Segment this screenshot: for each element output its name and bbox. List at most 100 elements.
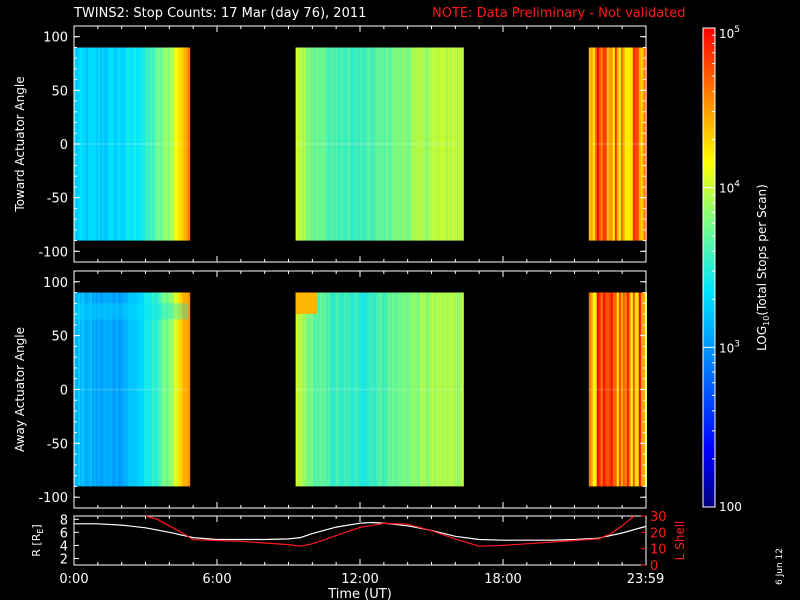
heatmap-column bbox=[86, 47, 89, 241]
heatmap-column bbox=[144, 47, 147, 241]
heatmap-column bbox=[82, 292, 85, 487]
heatmap-column bbox=[156, 47, 159, 241]
heatmap-column bbox=[602, 292, 605, 487]
heatmap-column bbox=[86, 292, 89, 487]
heatmap-column bbox=[357, 47, 360, 241]
heatmap-column bbox=[337, 292, 340, 487]
heatmap-column bbox=[90, 292, 93, 487]
heatmap-column bbox=[443, 47, 446, 241]
heatmap-column bbox=[626, 292, 629, 487]
heatmap-column bbox=[130, 47, 133, 241]
heatmap-column bbox=[634, 47, 637, 241]
heatmap-column bbox=[393, 47, 396, 241]
heatmap-column bbox=[114, 292, 117, 487]
heatmap-column bbox=[98, 292, 101, 487]
lshell-line bbox=[145, 515, 635, 547]
heatmap-column bbox=[455, 47, 458, 241]
heatmap-column bbox=[445, 47, 448, 241]
colorbar-tick-exp: 3 bbox=[734, 339, 740, 349]
heatmap-column bbox=[624, 47, 627, 241]
heatmap-column bbox=[393, 292, 396, 487]
colorbar-tick-label: 104 bbox=[719, 180, 740, 196]
heatmap-column bbox=[598, 292, 601, 487]
heatmap-column bbox=[176, 292, 179, 487]
heatmap-column bbox=[132, 292, 135, 487]
heatmap-column bbox=[110, 292, 113, 487]
heatmap-column bbox=[405, 47, 408, 241]
zero-angle-streak bbox=[295, 143, 463, 145]
heatmap-column bbox=[335, 47, 338, 241]
heatmap-column bbox=[421, 47, 424, 241]
heatmap-column bbox=[339, 47, 342, 241]
heatmap-column bbox=[150, 292, 153, 487]
heatmap-column bbox=[369, 292, 372, 487]
heatmap-column bbox=[299, 47, 302, 241]
heatmap-column bbox=[323, 47, 326, 241]
heatmap-column bbox=[389, 47, 392, 241]
y-tick-label: -50 bbox=[47, 437, 68, 452]
heatmap-column bbox=[100, 292, 103, 487]
heatmap-column bbox=[419, 47, 422, 241]
heatmap-column bbox=[453, 292, 456, 487]
heatmap-column bbox=[592, 292, 595, 487]
heatmap-column bbox=[299, 292, 302, 487]
heatmap-column bbox=[182, 47, 185, 241]
heatmap-column bbox=[307, 292, 310, 487]
heatmap-column bbox=[612, 47, 615, 241]
heatmap-column bbox=[357, 292, 360, 487]
heatmap-column bbox=[94, 47, 97, 241]
heatmap-column bbox=[134, 292, 137, 487]
heatmap-column bbox=[415, 292, 418, 487]
heatmap-column bbox=[459, 292, 462, 487]
heatmap-column bbox=[313, 292, 316, 487]
colorbar-gradient bbox=[703, 28, 715, 507]
heatmap-column bbox=[600, 47, 603, 241]
heatmap-column bbox=[401, 47, 404, 241]
heatmap-column bbox=[176, 47, 179, 241]
heatmap-column bbox=[387, 292, 390, 487]
heatmap-column bbox=[437, 292, 440, 487]
heatmap-column bbox=[164, 292, 167, 487]
heatmap-column bbox=[401, 292, 404, 487]
heatmap-column bbox=[321, 47, 324, 241]
heatmap-column bbox=[174, 47, 177, 241]
colorbar-tick-exp: 5 bbox=[734, 25, 740, 35]
heatmap-column bbox=[309, 292, 312, 487]
heatmap-column bbox=[188, 292, 191, 487]
heatmap-column bbox=[429, 47, 432, 241]
date-stamp: 6 Jun 12 bbox=[775, 548, 785, 585]
heatmap-column bbox=[449, 292, 452, 487]
heatmap-column bbox=[628, 47, 631, 241]
heatmap-column bbox=[349, 292, 352, 487]
heatmap-column bbox=[439, 47, 442, 241]
heatmap-column bbox=[411, 292, 414, 487]
right-tick-label: 0 bbox=[650, 559, 658, 574]
heatmap-column bbox=[118, 47, 121, 241]
heatmap-column bbox=[381, 47, 384, 241]
heatmap-column bbox=[411, 47, 414, 241]
heatmap-column bbox=[359, 292, 362, 487]
heatmap-column bbox=[628, 292, 631, 487]
heatmap-column bbox=[459, 47, 462, 241]
heatmap-column bbox=[295, 47, 298, 241]
heatmap-column bbox=[301, 47, 304, 241]
heatmap-column bbox=[84, 292, 87, 487]
heatmap-column bbox=[170, 292, 173, 487]
heatmap-column bbox=[399, 47, 402, 241]
heatmap-column bbox=[622, 292, 625, 487]
heatmap-column bbox=[377, 47, 380, 241]
r-axis-label: R [RE] bbox=[30, 524, 45, 556]
heatmap-column bbox=[82, 47, 85, 241]
heatmap-column bbox=[379, 292, 382, 487]
heatmap-column bbox=[427, 47, 430, 241]
heatmap-column bbox=[142, 292, 145, 487]
heatmap-column bbox=[88, 47, 91, 241]
heatmap-column bbox=[319, 292, 322, 487]
heatmap-column bbox=[90, 47, 93, 241]
heatmap-column bbox=[158, 292, 161, 487]
heatmap-column bbox=[158, 47, 161, 241]
heatmap-column bbox=[343, 292, 346, 487]
heatmap-column bbox=[146, 47, 149, 241]
